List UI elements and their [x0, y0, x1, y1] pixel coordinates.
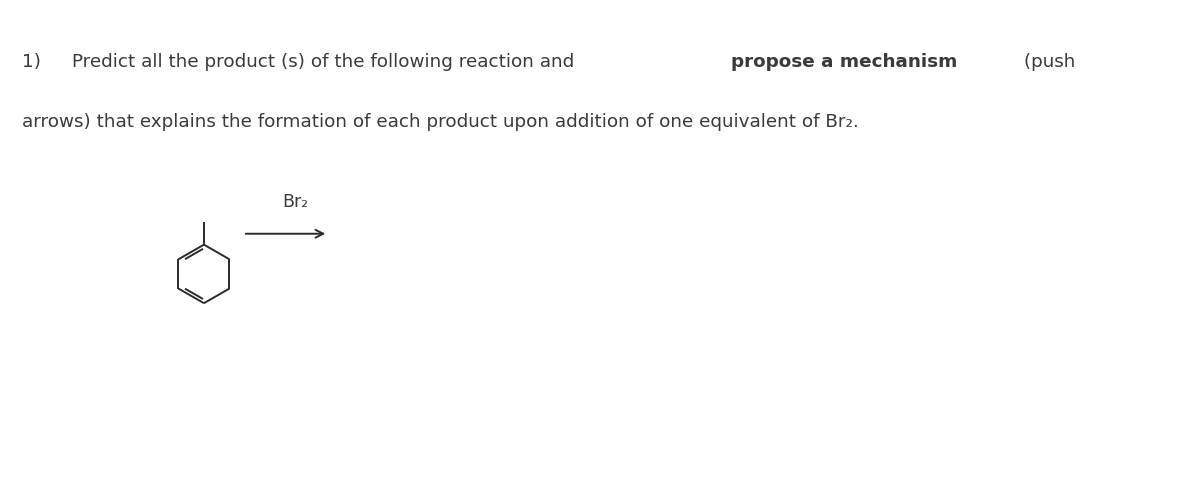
Text: 1): 1) [22, 53, 41, 71]
Text: propose a mechanism: propose a mechanism [731, 53, 958, 71]
Text: Br₂: Br₂ [282, 193, 308, 211]
Text: Predict all the product (s) of the following reaction and: Predict all the product (s) of the follo… [72, 53, 580, 71]
Text: arrows) that explains the formation of each product upon addition of one equival: arrows) that explains the formation of e… [22, 113, 858, 132]
Text: (push: (push [1018, 53, 1075, 71]
